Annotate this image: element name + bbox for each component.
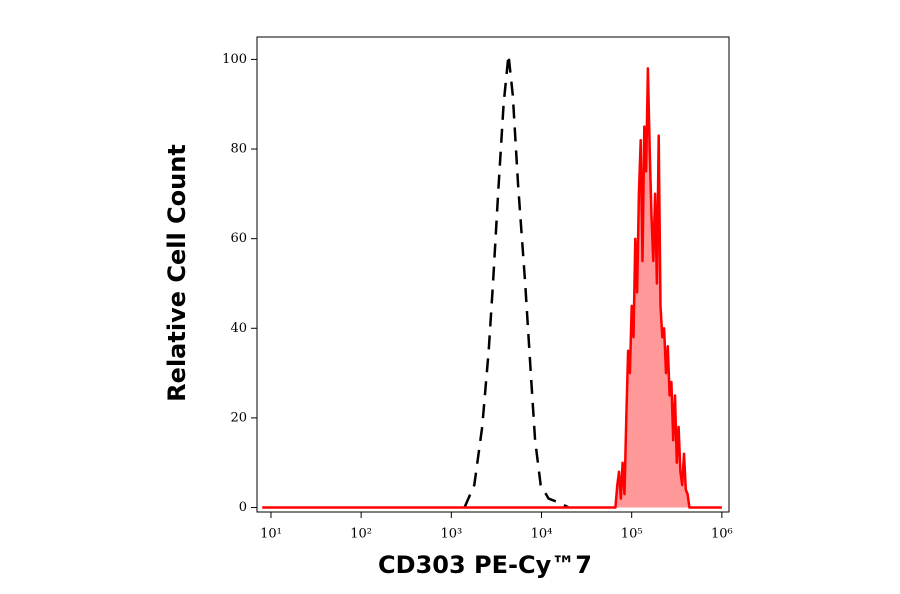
y-tick-label: 0 [239,500,247,515]
y-tick-label: 60 [230,231,247,246]
plot-frame [256,36,730,513]
x-tick-label: 10³ [440,527,462,542]
histogram-line [262,67,722,509]
y-tick-label: 80 [230,142,247,157]
y-axis-title: Relative Cell Count [163,144,191,402]
x-axis-title: CD303 PE-Cy™7 [378,551,592,579]
x-tick-label: 10⁶ [711,527,733,542]
y-tick-label: 20 [230,410,247,425]
x-tick-label: 10² [350,527,372,542]
y-tick-label: 40 [230,321,247,336]
histogram-line [463,53,570,509]
x-tick-label: 10⁵ [621,527,643,542]
x-tick-label: 10¹ [260,527,282,542]
y-tick-label: 100 [222,52,247,67]
histogram-area [262,68,722,508]
x-tick-label: 10⁴ [531,527,553,542]
